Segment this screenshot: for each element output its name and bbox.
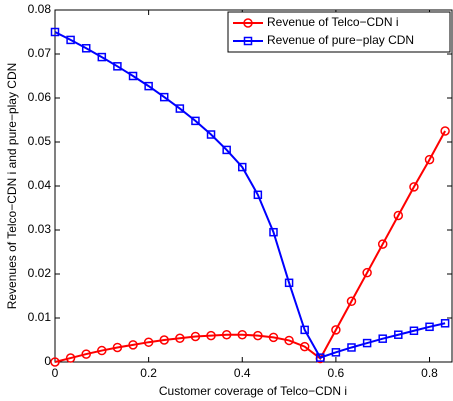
marker — [394, 330, 403, 339]
marker — [253, 190, 263, 200]
marker — [144, 81, 153, 91]
marker — [81, 44, 91, 53]
marker — [221, 329, 232, 340]
marker — [175, 104, 185, 113]
x-axis-label: Customer coverage of Telco−CDN i — [159, 384, 347, 398]
marker — [331, 348, 341, 357]
marker — [362, 267, 372, 278]
marker — [300, 325, 309, 335]
legend-box — [227, 11, 451, 53]
marker — [97, 52, 107, 62]
marker — [206, 330, 216, 341]
y-tick-label: 0.07 — [28, 46, 52, 60]
y-tick-label: 0 — [44, 354, 51, 368]
y-tick-label: 0.08 — [28, 2, 52, 16]
marker — [206, 130, 216, 139]
x-tick-label: 0.4 — [234, 366, 251, 380]
marker — [113, 62, 122, 71]
legend-label: Revenue of Telco−CDN i — [267, 15, 399, 29]
marker — [190, 331, 201, 342]
marker — [331, 325, 341, 335]
marker — [128, 71, 138, 81]
marker — [440, 126, 450, 136]
marker — [143, 337, 154, 347]
marker — [81, 349, 91, 359]
y-tick-label: 0.02 — [28, 266, 52, 280]
marker — [128, 340, 138, 350]
series-line — [54, 130, 446, 363]
marker — [243, 18, 253, 28]
marker — [65, 353, 76, 363]
marker — [424, 154, 435, 165]
marker — [425, 322, 434, 332]
marker — [66, 35, 75, 45]
marker — [440, 319, 450, 328]
series-line — [54, 31, 446, 359]
marker — [378, 334, 387, 343]
marker — [346, 296, 357, 307]
x-tick-label: 0.2 — [140, 366, 157, 380]
y-tick-label: 0.06 — [28, 90, 52, 104]
marker — [191, 116, 200, 126]
marker — [268, 332, 279, 343]
legend-label: Revenue of pure−play CDN — [267, 33, 414, 47]
y-tick-label: 0.01 — [28, 310, 52, 324]
marker — [409, 326, 419, 336]
marker — [50, 27, 60, 37]
x-tick-label: 0.6 — [328, 366, 345, 380]
x-tick-label: 0 — [52, 366, 59, 380]
marker — [409, 182, 419, 192]
marker — [377, 239, 388, 249]
y-tick-label: 0.03 — [28, 222, 52, 236]
y-tick-label: 0.04 — [28, 178, 52, 192]
marker — [299, 341, 310, 352]
marker — [237, 329, 248, 340]
marker — [243, 36, 253, 46]
marker — [362, 338, 372, 348]
marker — [159, 92, 169, 102]
marker — [316, 353, 325, 362]
marker — [50, 357, 60, 367]
marker — [253, 330, 263, 341]
x-tick-label: 0.8 — [421, 366, 438, 380]
marker — [97, 345, 107, 356]
marker — [238, 162, 247, 172]
y-axis-label: Revenues of Telco−CDN i and pure−play CD… — [5, 63, 19, 310]
marker — [284, 278, 294, 288]
marker — [112, 342, 123, 353]
marker — [393, 210, 404, 221]
marker — [159, 335, 169, 345]
marker — [175, 333, 185, 343]
marker — [284, 335, 294, 346]
marker — [347, 343, 356, 352]
marker — [222, 145, 231, 155]
marker — [269, 227, 278, 237]
y-tick-label: 0.05 — [28, 134, 52, 148]
